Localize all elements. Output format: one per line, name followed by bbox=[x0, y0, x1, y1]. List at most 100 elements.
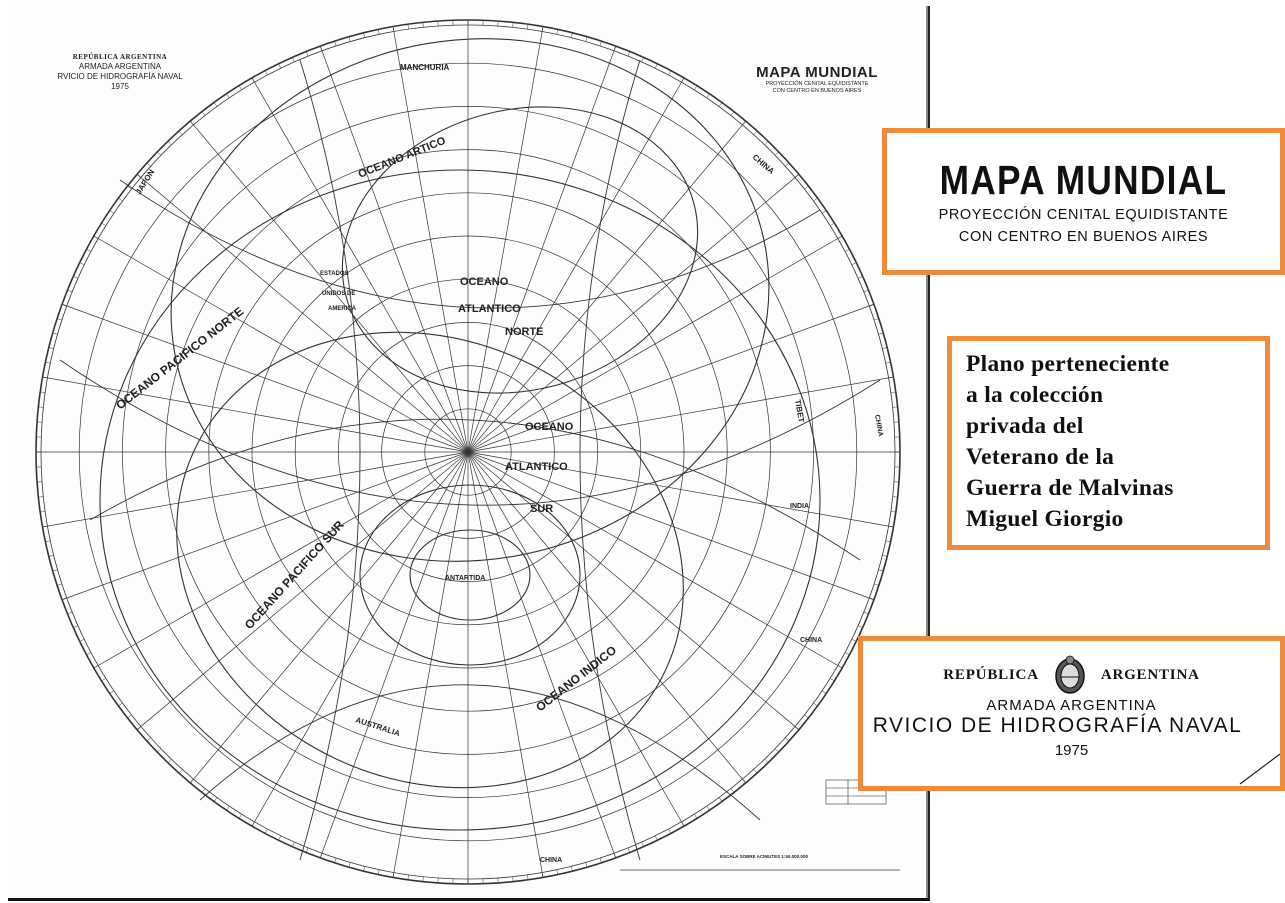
rim-tick bbox=[527, 874, 529, 880]
label-scale: ESCALA SOBRE ACIMUTES 1:50.000.000 bbox=[720, 854, 808, 859]
azimuth-line bbox=[467, 451, 800, 730]
parallel-curve bbox=[176, 331, 684, 789]
rim-tick bbox=[61, 304, 67, 307]
rim-tick bbox=[226, 805, 230, 811]
azimuth-line bbox=[190, 120, 469, 453]
corner-arc bbox=[1239, 753, 1280, 785]
rim-tick bbox=[844, 248, 850, 252]
azimuth-line bbox=[319, 451, 469, 859]
header-right-subtitle2: CON CENTRO EN BUENOS AIRES bbox=[772, 88, 862, 94]
rim-tick bbox=[556, 29, 559, 35]
meridian-curve bbox=[299, 59, 361, 861]
rim-tick bbox=[109, 690, 115, 694]
rim-tick bbox=[422, 876, 424, 882]
label-china-bottom: CHINA bbox=[540, 857, 562, 864]
rim-tick bbox=[392, 872, 395, 878]
rim-tick bbox=[627, 847, 631, 853]
rim-tick bbox=[730, 788, 735, 793]
azimuth-line bbox=[93, 451, 469, 669]
rim-tick bbox=[42, 525, 48, 528]
rim-tick bbox=[794, 726, 800, 730]
rim-tick bbox=[627, 51, 631, 57]
rim-tick bbox=[305, 51, 309, 57]
rim-tick bbox=[668, 828, 672, 834]
title-box: MAPA MUNDIAL PROYECCIÓN CENITAL EQUIDIST… bbox=[882, 128, 1285, 275]
rim-tick bbox=[512, 22, 514, 28]
rim-tick bbox=[654, 63, 658, 69]
rim-tick bbox=[226, 93, 230, 99]
rim-tick bbox=[127, 714, 132, 719]
rim-tick bbox=[238, 85, 242, 91]
azimuth-line bbox=[467, 26, 544, 453]
azimuth-line bbox=[93, 235, 469, 453]
rim-tick bbox=[888, 376, 894, 379]
rim-tick bbox=[292, 841, 295, 847]
azimuth-line bbox=[467, 451, 894, 528]
rim-tick bbox=[57, 318, 62, 321]
rim-tick bbox=[201, 788, 206, 793]
rim-tick bbox=[837, 235, 843, 239]
rim-tick bbox=[874, 318, 879, 321]
label-atl-sur-1: OCEANO bbox=[525, 421, 574, 433]
rim-tick bbox=[541, 26, 544, 32]
rim-tick bbox=[201, 111, 206, 116]
rim-tick bbox=[764, 141, 769, 146]
azimuth-line bbox=[467, 451, 544, 878]
rim-tick bbox=[251, 821, 255, 827]
rim-tick bbox=[837, 665, 843, 669]
rim-tick bbox=[157, 151, 162, 156]
azimuth-line bbox=[467, 235, 843, 453]
title-box-title: MAPA MUNDIAL bbox=[939, 157, 1228, 203]
label-atl-sur-2: ATLANTICO bbox=[505, 461, 568, 473]
rim-tick bbox=[885, 540, 891, 543]
rim-tick bbox=[305, 847, 309, 853]
rim-tick bbox=[157, 748, 162, 753]
rim-tick bbox=[599, 41, 602, 46]
rim-tick bbox=[742, 120, 746, 126]
rim-tick bbox=[79, 638, 85, 642]
rim-tick bbox=[320, 853, 323, 859]
rim-tick bbox=[61, 597, 67, 600]
rim-tick bbox=[878, 569, 884, 572]
rim-tick bbox=[804, 714, 809, 719]
rim-tick bbox=[40, 391, 46, 393]
rim-tick bbox=[829, 222, 835, 226]
rim-tick bbox=[422, 22, 424, 28]
rim-tick bbox=[706, 93, 710, 99]
rim-tick bbox=[654, 835, 658, 841]
rim-tick bbox=[556, 869, 559, 875]
seal-row: REPÚBLICA ARGENTINA bbox=[863, 655, 1280, 695]
map-header-right: MAPA MUNDIAL PROYECCIÓN CENITAL EQUIDIST… bbox=[722, 64, 912, 95]
rim-tick bbox=[57, 583, 62, 586]
rim-tick bbox=[264, 70, 268, 76]
rim-tick bbox=[857, 625, 863, 628]
rim-tick bbox=[278, 835, 282, 841]
azimuth-line bbox=[467, 451, 875, 601]
label-atl-norte-2: ATLANTICO bbox=[458, 303, 521, 315]
rim-tick bbox=[681, 77, 685, 83]
label-atl-norte-3: NORTE bbox=[505, 326, 544, 338]
label-china-low: CHINA bbox=[800, 637, 822, 644]
rim-tick bbox=[320, 45, 323, 51]
header-left-row1: REPÚBLICA ARGENTINA bbox=[72, 53, 168, 61]
rim-tick bbox=[178, 769, 183, 774]
rim-tick bbox=[101, 678, 107, 682]
rim-tick bbox=[67, 289, 73, 293]
azimuth-line bbox=[190, 451, 469, 784]
rim-tick bbox=[804, 185, 809, 190]
azimuth-line bbox=[467, 120, 746, 453]
rim-tick bbox=[52, 569, 58, 572]
rim-tick bbox=[571, 32, 573, 38]
rim-tick bbox=[829, 678, 835, 682]
title-box-subtitle1: PROYECCIÓN CENITAL EQUIDISTANTE bbox=[938, 207, 1229, 223]
rim-tick bbox=[718, 797, 723, 802]
meridian-curve bbox=[89, 418, 861, 561]
rim-tick bbox=[48, 347, 54, 349]
azimuth-line bbox=[467, 451, 685, 827]
azimuth-line bbox=[467, 451, 746, 784]
seal-left-word: REPÚBLICA bbox=[943, 666, 1039, 683]
rim-tick bbox=[863, 611, 869, 615]
map-labels: MANCHURIA CHINA OCEANO ARTICO ESTADOS UN… bbox=[113, 63, 884, 864]
rim-tick bbox=[785, 737, 790, 742]
